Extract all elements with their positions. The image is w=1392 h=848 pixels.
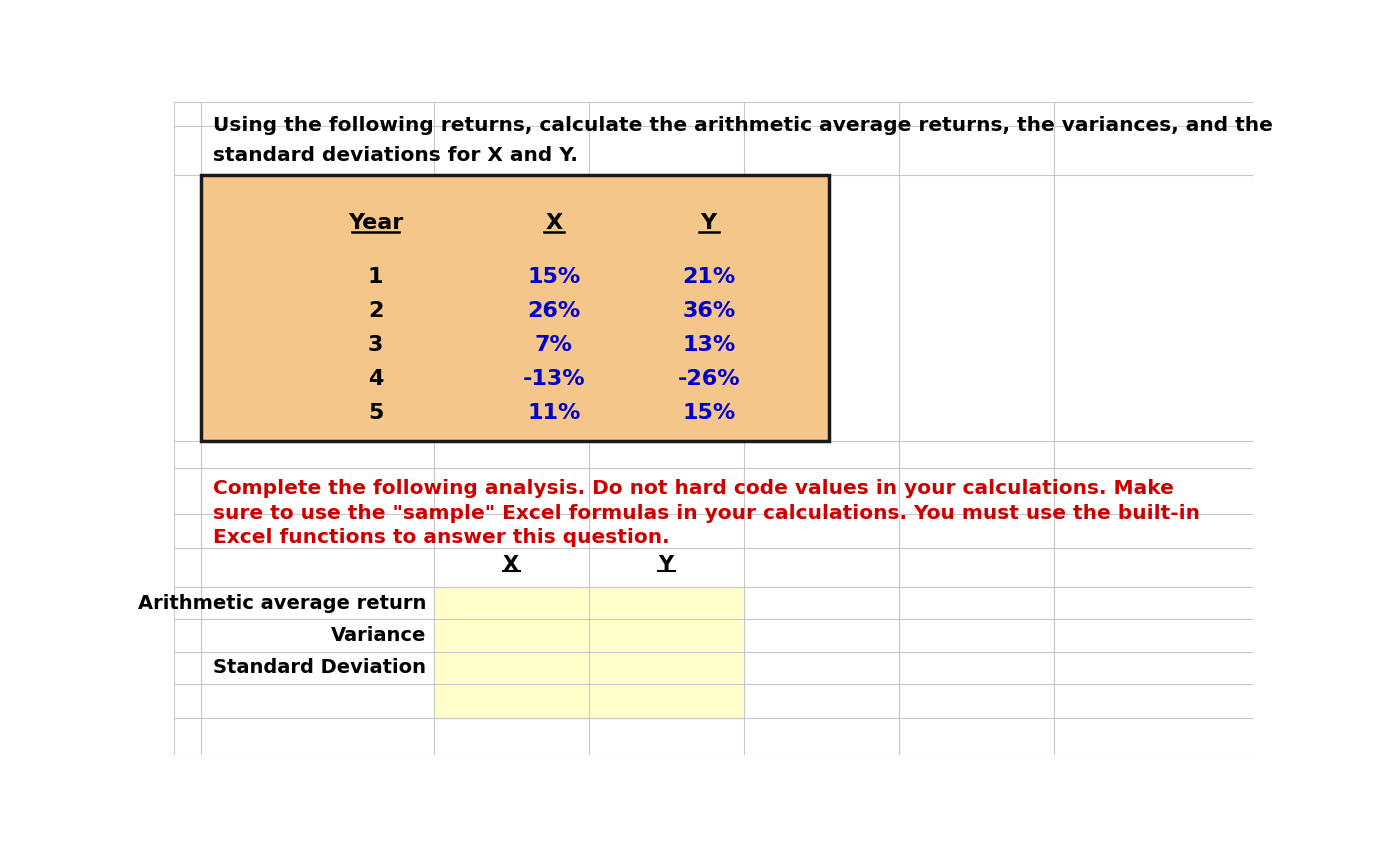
- Text: 3: 3: [367, 335, 383, 355]
- Text: 4: 4: [367, 369, 383, 389]
- Text: 1: 1: [367, 267, 383, 287]
- Text: Standard Deviation: Standard Deviation: [213, 658, 426, 678]
- FancyBboxPatch shape: [434, 587, 743, 717]
- Text: 15%: 15%: [682, 403, 735, 423]
- Text: -26%: -26%: [678, 369, 741, 389]
- Text: Arithmetic average return: Arithmetic average return: [138, 594, 426, 612]
- Text: 7%: 7%: [535, 335, 572, 355]
- FancyBboxPatch shape: [200, 175, 828, 441]
- Text: X: X: [503, 555, 519, 575]
- Text: 21%: 21%: [682, 267, 735, 287]
- Text: Y: Y: [658, 555, 674, 575]
- Text: 15%: 15%: [528, 267, 580, 287]
- Text: X: X: [546, 214, 562, 233]
- Text: 5: 5: [367, 403, 383, 423]
- Text: Variance: Variance: [330, 626, 426, 644]
- Text: Using the following returns, calculate the arithmetic average returns, the varia: Using the following returns, calculate t…: [213, 115, 1272, 135]
- Text: -13%: -13%: [522, 369, 585, 389]
- Text: Complete the following analysis. Do not hard code values in your calculations. M: Complete the following analysis. Do not …: [213, 479, 1173, 498]
- Text: 13%: 13%: [682, 335, 735, 355]
- Text: 36%: 36%: [682, 301, 735, 321]
- Text: Excel functions to answer this question.: Excel functions to answer this question.: [213, 528, 670, 547]
- Text: Y: Y: [700, 214, 717, 233]
- Text: sure to use the "sample" Excel formulas in your calculations. You must use the b: sure to use the "sample" Excel formulas …: [213, 504, 1200, 522]
- Text: 26%: 26%: [528, 301, 580, 321]
- Text: 2: 2: [367, 301, 383, 321]
- Text: 11%: 11%: [528, 403, 580, 423]
- Text: standard deviations for X and Y.: standard deviations for X and Y.: [213, 147, 578, 165]
- Text: Year: Year: [348, 214, 404, 233]
